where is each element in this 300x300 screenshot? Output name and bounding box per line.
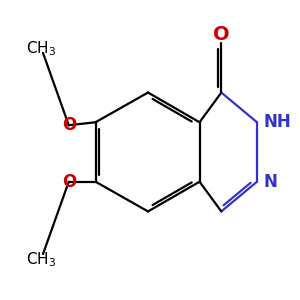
Text: NH: NH bbox=[263, 113, 291, 131]
Text: N: N bbox=[263, 173, 278, 191]
Text: CH$_3$: CH$_3$ bbox=[26, 250, 57, 269]
Text: CH$_3$: CH$_3$ bbox=[26, 39, 57, 58]
Text: O: O bbox=[61, 173, 76, 191]
Text: O: O bbox=[213, 25, 230, 44]
Text: O: O bbox=[61, 116, 76, 134]
